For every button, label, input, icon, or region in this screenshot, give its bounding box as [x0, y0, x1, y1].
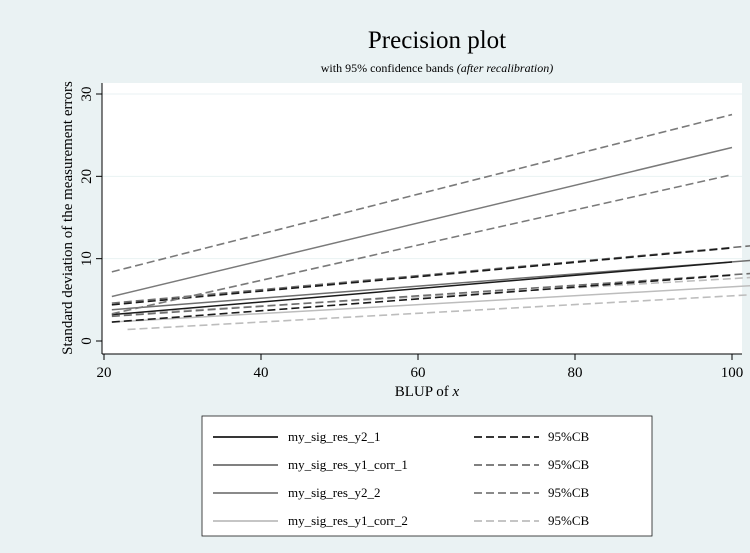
y-axis-title: Standard deviation of the measurement er… [60, 81, 76, 355]
y-tick-label: 20 [79, 169, 95, 184]
legend-band-label: 95%CB [548, 457, 590, 472]
x-tick-label: 40 [254, 365, 269, 381]
legend-series-label: my_sig_res_y2_1 [288, 429, 380, 444]
x-tick-label: 20 [97, 365, 112, 381]
ci-band-lower [127, 294, 750, 331]
x-tick-label: 60 [411, 365, 426, 381]
series-line [111, 285, 750, 323]
legend-band-label: 95%CB [548, 429, 590, 444]
series-line [111, 261, 733, 316]
ci-band-upper [111, 247, 733, 306]
ci-band-lower [111, 274, 733, 323]
ci-band-lower [111, 173, 733, 315]
y-tick-label: 30 [79, 87, 95, 102]
x-axis-title: BLUP of x [395, 384, 460, 400]
ci-band-upper [111, 113, 733, 273]
series-layer [111, 113, 750, 331]
legend-band-label: 95%CB [548, 513, 590, 528]
y-tick-label: 0 [79, 337, 95, 345]
axes: 20 40 60 80 100 0 10 20 30 [79, 83, 743, 381]
x-tick-label: 80 [568, 365, 583, 381]
legend-box [201, 415, 653, 537]
series-line [111, 146, 733, 298]
y-tick-label: 10 [79, 251, 95, 266]
legend-band-label: 95%CB [548, 485, 590, 500]
x-tick-label: 100 [721, 365, 744, 381]
legend-series-label: my_sig_res_y2_2 [288, 485, 380, 500]
legend-series-label: my_sig_res_y1_corr_1 [288, 457, 408, 472]
chart-title: Precision plot [368, 27, 506, 54]
gridlines [102, 93, 742, 260]
ci-band-lower [111, 272, 750, 318]
chart-subtitle: with 95% confidence bands (after recalib… [321, 61, 554, 75]
legend: my_sig_res_y2_1 95%CB my_sig_res_y1_corr_1… [213, 429, 590, 528]
legend-series-label: my_sig_res_y1_corr_2 [288, 513, 408, 528]
